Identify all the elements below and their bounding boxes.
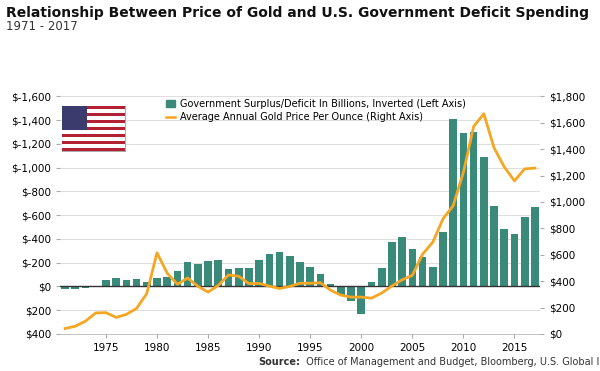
Text: Source:: Source:: [258, 357, 300, 367]
Bar: [439, 232, 447, 286]
Bar: [173, 271, 181, 286]
Bar: [214, 260, 222, 286]
Text: Relationship Between Price of Gold and U.S. Government Deficit Spending: Relationship Between Price of Gold and U…: [6, 6, 589, 20]
Bar: [500, 229, 508, 286]
Bar: [61, 286, 69, 289]
Bar: [204, 261, 212, 286]
Bar: [194, 265, 202, 286]
Bar: [276, 252, 283, 286]
Bar: [245, 268, 253, 286]
Bar: [286, 256, 293, 286]
Text: 1971 - 2017: 1971 - 2017: [6, 20, 78, 33]
Bar: [71, 286, 79, 289]
Bar: [296, 262, 304, 286]
Bar: [317, 274, 324, 286]
Bar: [388, 242, 396, 286]
Bar: [511, 234, 518, 286]
Bar: [490, 206, 498, 286]
Bar: [143, 282, 151, 286]
Bar: [122, 280, 130, 286]
Bar: [521, 217, 529, 286]
Bar: [409, 249, 416, 286]
Bar: [327, 284, 334, 286]
Text: Office of Management and Budget, Bloomberg, U.S. Global Investors: Office of Management and Budget, Bloombe…: [303, 357, 600, 367]
Bar: [256, 260, 263, 286]
Bar: [531, 207, 539, 286]
Bar: [449, 119, 457, 286]
Bar: [153, 278, 161, 286]
Bar: [378, 267, 386, 286]
Bar: [429, 267, 437, 286]
Bar: [419, 257, 427, 286]
Bar: [368, 282, 376, 286]
Bar: [307, 267, 314, 286]
Bar: [133, 279, 140, 286]
Bar: [470, 132, 478, 286]
Bar: [480, 157, 488, 286]
Bar: [266, 255, 273, 286]
Bar: [92, 286, 100, 287]
Bar: [82, 286, 89, 288]
Bar: [347, 286, 355, 301]
Bar: [163, 277, 171, 286]
Bar: [358, 286, 365, 315]
Bar: [337, 286, 344, 295]
Bar: [184, 262, 191, 286]
Bar: [224, 269, 232, 286]
Bar: [398, 237, 406, 286]
Legend: Government Surplus/Deficit In Billions, Inverted (Left Axis), Average Annual Gol: Government Surplus/Deficit In Billions, …: [166, 99, 466, 122]
Bar: [235, 268, 242, 286]
Bar: [102, 280, 110, 286]
Bar: [460, 133, 467, 286]
Bar: [112, 278, 120, 286]
